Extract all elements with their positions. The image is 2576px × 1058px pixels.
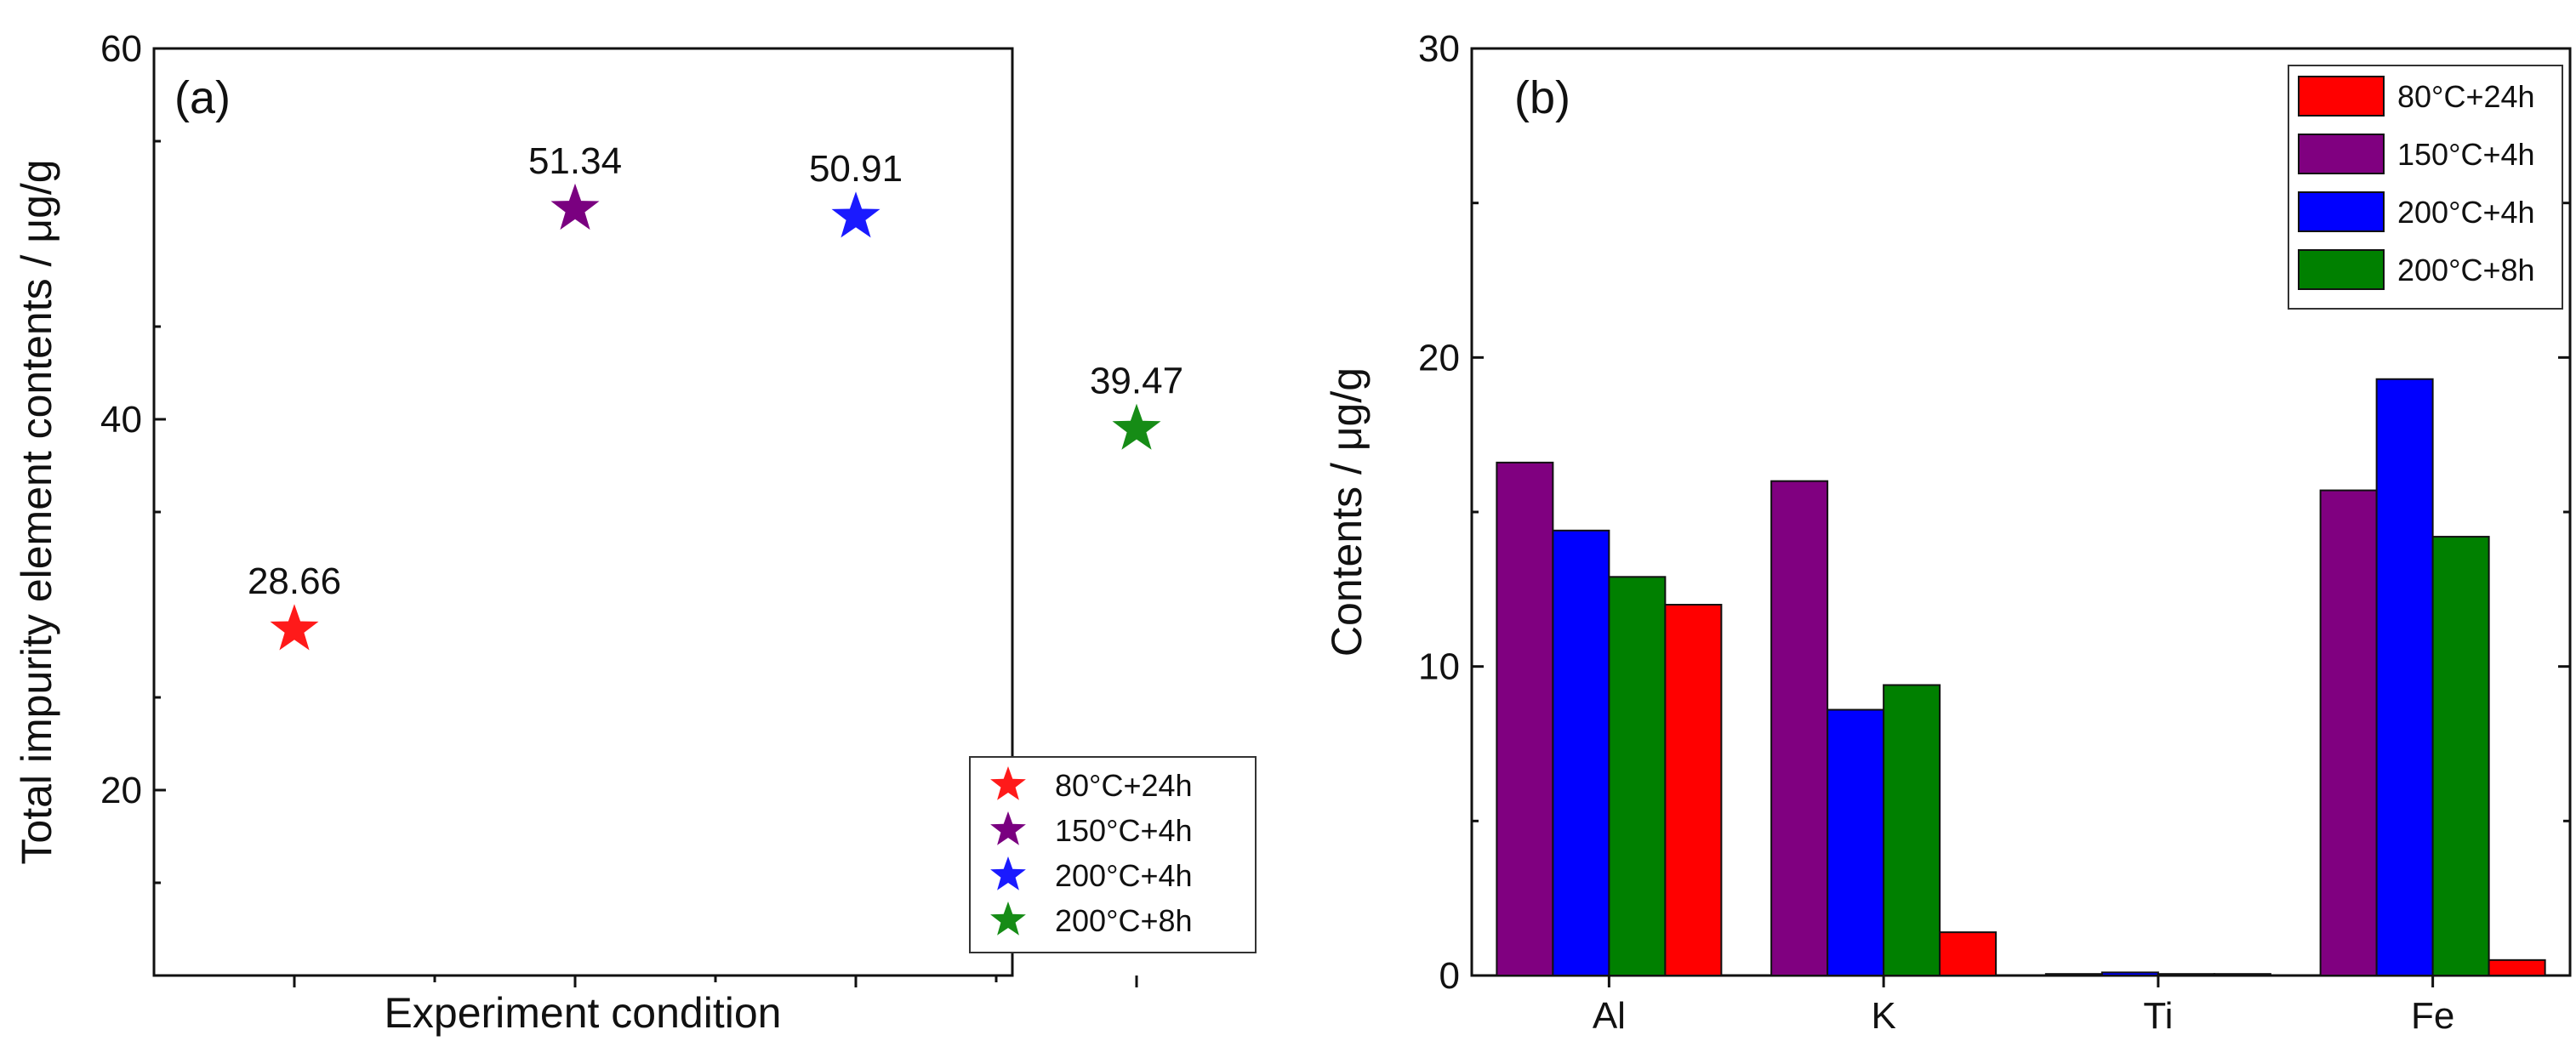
panel-b-bar-chart: (b) Contents / μg/g 0 10 20 30 Al K Ti Fe 80°C+… xyxy=(1323,28,2572,1037)
panel-b-y-axis-label: Contents / μg/g xyxy=(1323,367,1371,657)
panel-a-y-tick-label: 60 xyxy=(100,28,142,70)
panel-b-bar xyxy=(1608,576,1667,976)
panel-b-legend-entry: 200°C+4h xyxy=(2397,195,2535,230)
panel-b-bar xyxy=(2157,973,2215,977)
panel-b-bar xyxy=(1939,931,1998,976)
panel-a-star-point xyxy=(831,191,881,238)
panel-a-star-point xyxy=(270,604,319,651)
panel-a-legend-star-icon xyxy=(990,766,1026,800)
panel-b-bar xyxy=(2044,973,2103,977)
panel-b-legend-swatch xyxy=(2298,191,2385,232)
panel-a-legend-entry: 200°C+8h xyxy=(1055,903,1193,938)
panel-a-data-label: 51.34 xyxy=(528,140,622,182)
panel-a-legend-star-icon xyxy=(990,856,1026,890)
panel-b-x-tick-label: Ti xyxy=(2143,995,2173,1037)
panel-a-y-tick-label: 40 xyxy=(100,399,142,441)
panel-a-legend-entry: 200°C+4h xyxy=(1055,858,1193,893)
panel-a-data-label: 28.66 xyxy=(248,560,341,602)
panel-b-x-tick-label: K xyxy=(1871,995,1895,1037)
panel-b-bar xyxy=(1552,529,1610,976)
panel-a-legend-entry: 150°C+4h xyxy=(1055,813,1193,848)
panel-a-label: (a) xyxy=(174,72,231,123)
panel-b-legend-entry: 150°C+4h xyxy=(2397,137,2535,172)
panel-a-data-label: 50.91 xyxy=(809,148,903,190)
panel-a-legend-star-icon xyxy=(990,902,1026,936)
panel-b-bar xyxy=(2431,536,2490,976)
panel-b-bar xyxy=(1883,684,1941,976)
panel-b-x-tick-label: Al xyxy=(1593,995,1626,1037)
panel-b-bar xyxy=(2488,958,2546,977)
panel-b-legend-entry: 80°C+24h xyxy=(2397,79,2535,114)
panel-b-legend-swatch xyxy=(2298,76,2385,117)
panel-a-scatter-chart: (a) Experiment condition Total impurity … xyxy=(13,28,1257,1037)
panel-a-y-tick-label: 20 xyxy=(100,770,142,811)
panel-a-data-points: 28.66 51.34 50.91 39.47 xyxy=(248,140,1183,651)
panel-b-bar xyxy=(2100,971,2159,977)
panel-b-axis-ticks: 0 10 20 30 Al K Ti Fe xyxy=(1418,28,2570,1037)
panel-a-star-point xyxy=(550,183,600,230)
panel-a-legend-star-icon xyxy=(990,811,1026,845)
panel-b-legend-swatch xyxy=(2298,249,2385,290)
panel-b-bar xyxy=(2375,378,2434,976)
panel-b-bar xyxy=(1496,461,1554,976)
panel-a-x-axis-label: Experiment condition xyxy=(385,989,782,1037)
panel-b-bar xyxy=(1770,480,1829,976)
panel-a-data-label: 39.47 xyxy=(1090,361,1183,402)
panel-b-bar xyxy=(2319,489,2378,976)
panel-b-bars xyxy=(1496,378,2546,977)
panel-b-y-tick-label: 10 xyxy=(1418,646,1460,688)
panel-b-bar xyxy=(1664,604,1723,976)
panel-a-star-point xyxy=(1112,403,1161,450)
panel-b-label: (b) xyxy=(1514,72,1570,123)
panel-b-x-tick-label: Fe xyxy=(2411,995,2454,1037)
panel-b-legend: 80°C+24h 150°C+4h 200°C+4h 200°C+8h xyxy=(2288,65,2563,310)
panel-b-legend-entry: 200°C+8h xyxy=(2397,253,2535,287)
panel-b-y-tick-label: 30 xyxy=(1418,28,1460,70)
panel-a-y-axis-label: Total impurity element contents / μg/g xyxy=(13,159,60,864)
panel-a-legend-entry: 80°C+24h xyxy=(1055,768,1193,803)
panel-b-y-tick-label: 20 xyxy=(1418,337,1460,378)
panel-a-legend: 80°C+24h 150°C+4h 200°C+4h 200°C+8h xyxy=(969,756,1257,953)
panel-b-bar xyxy=(1827,708,1885,976)
panel-a-axis-ticks: 20 40 60 xyxy=(100,28,1138,987)
panel-b-legend-swatch xyxy=(2298,134,2385,174)
panel-b-y-tick-label: 0 xyxy=(1439,955,1460,997)
panel-b-bar xyxy=(2213,973,2271,977)
